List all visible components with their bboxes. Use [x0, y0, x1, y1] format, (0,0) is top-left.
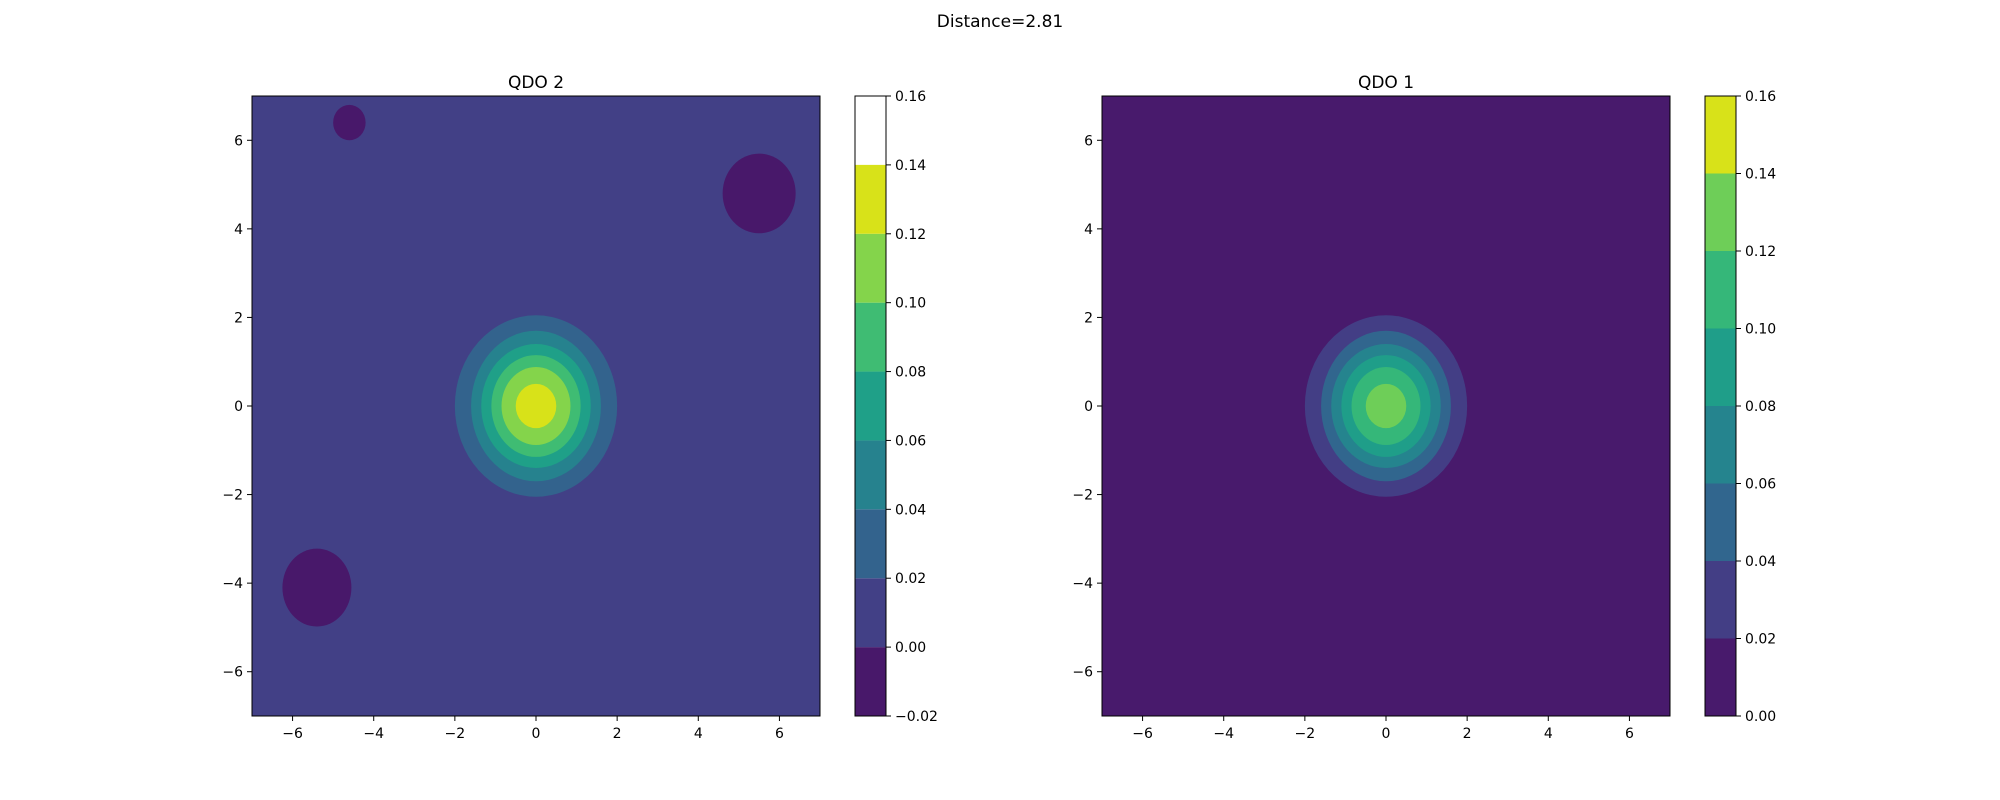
colorbar-tick-label: 0.02	[895, 571, 926, 587]
colorbar-tick-label: 0.10	[895, 296, 926, 312]
x-tick-label: 0	[532, 726, 541, 742]
colorbar-tick-label: 0.06	[895, 433, 926, 449]
colorbar-band	[855, 371, 886, 441]
colorbar-band	[1705, 638, 1736, 716]
colorbar-tick-label: 0.14	[1745, 167, 1776, 183]
x-tick-label: 2	[1463, 726, 1472, 742]
x-tick-label: 4	[1544, 726, 1553, 742]
colorbar-band	[855, 440, 886, 510]
x-tick-label: 2	[613, 726, 622, 742]
colorbar-band	[1705, 328, 1736, 406]
x-tick-label: −4	[363, 726, 384, 742]
panel-title: QDO 1	[1358, 73, 1414, 93]
panel-title: QDO 2	[508, 73, 564, 93]
contour-negative-region	[282, 548, 352, 627]
y-tick-label: 2	[1084, 310, 1093, 326]
colorbar-band	[855, 302, 886, 372]
y-tick-label: −2	[222, 488, 243, 504]
x-tick-label: −6	[282, 726, 303, 742]
colorbar-tick-label: −0.02	[895, 709, 938, 725]
colorbar-tick-label: 0.00	[1745, 709, 1776, 725]
colorbar-band	[855, 578, 886, 648]
figure-title: Distance=2.81	[936, 12, 1064, 32]
contour-negative-region	[722, 153, 796, 234]
y-tick-label: −2	[1072, 488, 1093, 504]
colorbar-tick-label: 0.06	[1745, 477, 1776, 493]
contour-ring	[515, 383, 557, 429]
x-tick-label: −4	[1213, 726, 1234, 742]
qdo1-panel: QDO 1 −6 −4 −2 0 2 4 6 −6 −4 −2 0 2 4 6 0.00 0.02 0.04 0.0…	[1072, 73, 1776, 742]
colorbar-frame	[854, 95, 887, 717]
y-tick-label: −6	[222, 665, 243, 681]
colorbar-tick-label: 0.12	[895, 227, 926, 243]
x-tick-label: 6	[775, 726, 784, 742]
plot-area	[1102, 96, 1670, 716]
y-tick-label: 4	[1084, 222, 1093, 238]
colorbar-tick-label: 0.14	[895, 158, 926, 174]
colorbar-band	[855, 233, 886, 303]
colorbar-band	[855, 509, 886, 579]
colorbar-tick-label: 0.04	[1745, 554, 1776, 570]
x-tick-label: −2	[1295, 726, 1316, 742]
colorbar-tick-label: 0.08	[1745, 399, 1776, 415]
y-tick-label: −4	[222, 576, 243, 592]
y-tick-label: 6	[1084, 133, 1093, 149]
colorbar-tick-label: 0.00	[895, 640, 926, 656]
x-tick-label: 0	[1382, 726, 1391, 742]
colorbar-band	[855, 164, 886, 234]
colorbar-tick-label: 0.08	[895, 365, 926, 381]
colorbar-tick-label: 0.10	[1745, 322, 1776, 338]
y-tick-label: 0	[234, 399, 243, 415]
contour-negative-region	[333, 104, 366, 141]
y-tick-label: 4	[234, 222, 243, 238]
colorbar-band	[855, 647, 886, 716]
colorbar-tick-label: 0.12	[1745, 244, 1776, 260]
y-tick-label: 0	[1084, 399, 1093, 415]
x-tick-label: −2	[445, 726, 466, 742]
y-tick-label: 2	[234, 310, 243, 326]
qdo2-panel: QDO 2 −6 −4 −2 0 2 4 6 −6 −4 −2 0 2 4 6 −0.02 0.00 0.02 0.…	[222, 73, 938, 742]
colorbar-band	[1705, 173, 1736, 251]
colorbar-band	[1705, 483, 1736, 561]
colorbar-tick-label: 0.16	[895, 89, 926, 105]
colorbar-band	[1705, 251, 1736, 329]
x-tick-label: 4	[694, 726, 703, 742]
colorbar-tick-label: 0.16	[1745, 89, 1776, 105]
contour-ring	[1365, 383, 1407, 429]
colorbar-tick-label: 0.04	[895, 502, 926, 518]
colorbar-band	[1705, 96, 1736, 174]
colorbar-band	[1705, 561, 1736, 639]
colorbar-band	[1705, 406, 1736, 484]
y-tick-label: 6	[234, 133, 243, 149]
plot-area	[252, 96, 820, 716]
colorbar-tick-label: 0.02	[1745, 632, 1776, 648]
y-tick-label: −6	[1072, 665, 1093, 681]
x-tick-label: 6	[1625, 726, 1634, 742]
x-tick-label: −6	[1132, 726, 1153, 742]
y-tick-label: −4	[1072, 576, 1093, 592]
